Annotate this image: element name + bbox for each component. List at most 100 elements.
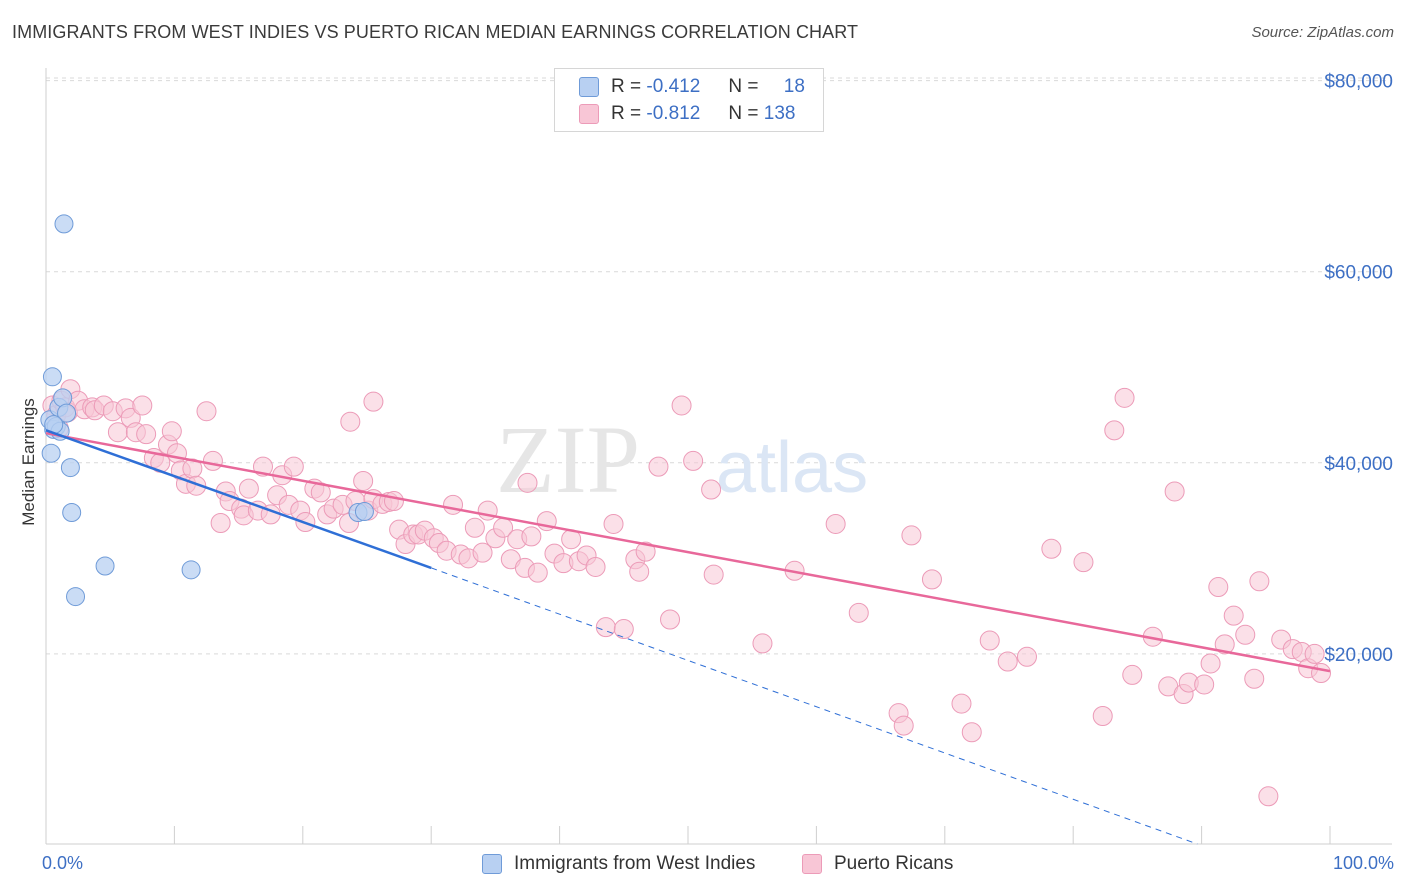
bottom-legend-west-indies: Immigrants from West Indies xyxy=(482,852,755,876)
watermark: ZIP atlas xyxy=(496,406,868,513)
legend-row-west-indies: R = -0.412 N = 18 xyxy=(579,75,805,99)
watermark-atlas: atlas xyxy=(716,428,868,508)
data-point-puerto-ricans xyxy=(1092,706,1113,727)
y-tick-labels: $20,000 $40,000 $60,000 $80,000 xyxy=(1324,72,1393,666)
trend-line-puerto-ricans xyxy=(45,431,1331,673)
data-point-puerto-ricans xyxy=(202,450,223,471)
data-point-puerto-ricans xyxy=(517,472,538,493)
legend-n-value: 18 xyxy=(783,76,805,97)
data-point-west-indies xyxy=(60,458,80,478)
data-point-puerto-ricans xyxy=(1200,653,1221,674)
source-label: Source: ZipAtlas.com xyxy=(1251,24,1394,41)
data-point-puerto-ricans xyxy=(1214,634,1235,655)
data-point-puerto-ricans xyxy=(951,693,972,714)
data-point-puerto-ricans xyxy=(353,470,374,491)
data-point-puerto-ricans xyxy=(1304,643,1325,664)
data-point-puerto-ricans xyxy=(635,541,656,562)
data-point-west-indies xyxy=(95,556,115,576)
data-point-puerto-ricans xyxy=(848,602,869,623)
data-point-puerto-ricans xyxy=(1122,664,1143,685)
trend-line-west-indies-extension xyxy=(431,567,1198,845)
data-point-west-indies xyxy=(57,403,77,423)
bottom-legend-puerto-ricans: Puerto Ricans xyxy=(802,852,953,876)
legend-r-label: R = xyxy=(611,76,642,97)
data-point-puerto-ricans xyxy=(283,456,304,477)
data-point-puerto-ricans xyxy=(585,556,606,577)
data-point-puerto-ricans xyxy=(363,391,384,412)
data-point-puerto-ricans xyxy=(1208,577,1229,598)
data-point-puerto-ricans xyxy=(961,722,982,743)
data-point-puerto-ricans xyxy=(1073,552,1094,573)
data-point-puerto-ricans xyxy=(1249,571,1270,592)
trend-lines xyxy=(45,429,1331,845)
bottom-legend-label: Puerto Ricans xyxy=(834,853,954,874)
y-tick-label: $80,000 xyxy=(1324,72,1393,93)
data-point-puerto-ricans xyxy=(683,450,704,471)
data-point-west-indies xyxy=(62,502,82,522)
data-point-puerto-ricans xyxy=(1114,387,1135,408)
data-point-puerto-ricans xyxy=(1194,674,1215,695)
data-point-puerto-ricans xyxy=(1016,646,1037,667)
series-puerto-ricans xyxy=(42,379,1332,807)
data-point-puerto-ricans xyxy=(671,395,692,416)
chart-title: IMMIGRANTS FROM WEST INDIES VS PUERTO RI… xyxy=(12,22,859,42)
legend-r-label: R = xyxy=(611,103,642,124)
data-point-puerto-ricans xyxy=(1164,481,1185,502)
bottom-legend-swatch-blue xyxy=(482,854,502,874)
y-axis-label: Median Earnings xyxy=(19,398,38,526)
data-point-puerto-ricans xyxy=(527,562,548,583)
legend-n-label: N = xyxy=(728,103,759,124)
y-tick-label: $40,000 xyxy=(1324,454,1393,475)
series-west-indies xyxy=(40,214,374,607)
x-tick-label: 0.0% xyxy=(42,853,83,873)
y-tick-label: $60,000 xyxy=(1324,263,1393,284)
x-tick-labels: 0.0% 100.0% xyxy=(42,853,1394,873)
data-point-puerto-ricans xyxy=(997,651,1018,672)
data-point-west-indies xyxy=(354,502,374,522)
data-point-puerto-ricans xyxy=(921,569,942,590)
data-point-puerto-ricans xyxy=(196,401,217,422)
data-point-puerto-ricans xyxy=(703,564,724,585)
data-point-puerto-ricans xyxy=(1104,420,1125,441)
data-point-west-indies xyxy=(42,367,62,387)
data-point-west-indies xyxy=(66,587,86,607)
data-point-west-indies xyxy=(181,560,201,580)
data-point-puerto-ricans xyxy=(979,630,1000,651)
data-point-puerto-ricans xyxy=(660,609,681,630)
data-point-puerto-ricans xyxy=(1041,538,1062,559)
bottom-legend-label: Immigrants from West Indies xyxy=(514,853,756,874)
data-point-puerto-ricans xyxy=(701,479,722,500)
bottom-legend-swatch-pink xyxy=(802,854,822,874)
legend-n-value: 138 xyxy=(763,103,796,124)
data-point-puerto-ricans xyxy=(603,513,624,534)
x-tick-label: 100.0% xyxy=(1333,853,1394,873)
data-point-puerto-ricans xyxy=(161,421,182,442)
legend-n-label: N = xyxy=(728,76,759,97)
data-point-puerto-ricans xyxy=(595,617,616,638)
data-point-puerto-ricans xyxy=(893,715,914,736)
data-point-puerto-ricans xyxy=(383,491,404,512)
data-point-puerto-ricans xyxy=(472,542,493,563)
legend-swatch-blue xyxy=(579,77,599,97)
data-point-puerto-ricans xyxy=(238,478,259,499)
data-point-puerto-ricans xyxy=(901,525,922,546)
data-point-puerto-ricans xyxy=(752,633,773,654)
legend-r-value: -0.412 xyxy=(646,76,701,97)
data-point-puerto-ricans xyxy=(132,395,153,416)
data-point-puerto-ricans xyxy=(1258,786,1279,807)
data-point-west-indies xyxy=(41,443,61,463)
data-point-puerto-ricans xyxy=(1235,624,1256,645)
data-point-puerto-ricans xyxy=(1244,668,1265,689)
watermark-zip: ZIP xyxy=(496,406,640,513)
data-point-puerto-ricans xyxy=(340,411,361,432)
data-point-puerto-ricans xyxy=(825,513,846,534)
y-tick-label: $20,000 xyxy=(1324,645,1393,666)
data-point-puerto-ricans xyxy=(521,526,542,547)
data-point-puerto-ricans xyxy=(443,494,464,515)
data-point-puerto-ricans xyxy=(210,512,231,533)
legend-r-value: -0.812 xyxy=(646,103,701,124)
legend-box: R = -0.412 N = 18 R = -0.812 N = 138 xyxy=(554,68,824,132)
data-point-puerto-ricans xyxy=(136,424,157,445)
legend-swatch-pink xyxy=(579,104,599,124)
